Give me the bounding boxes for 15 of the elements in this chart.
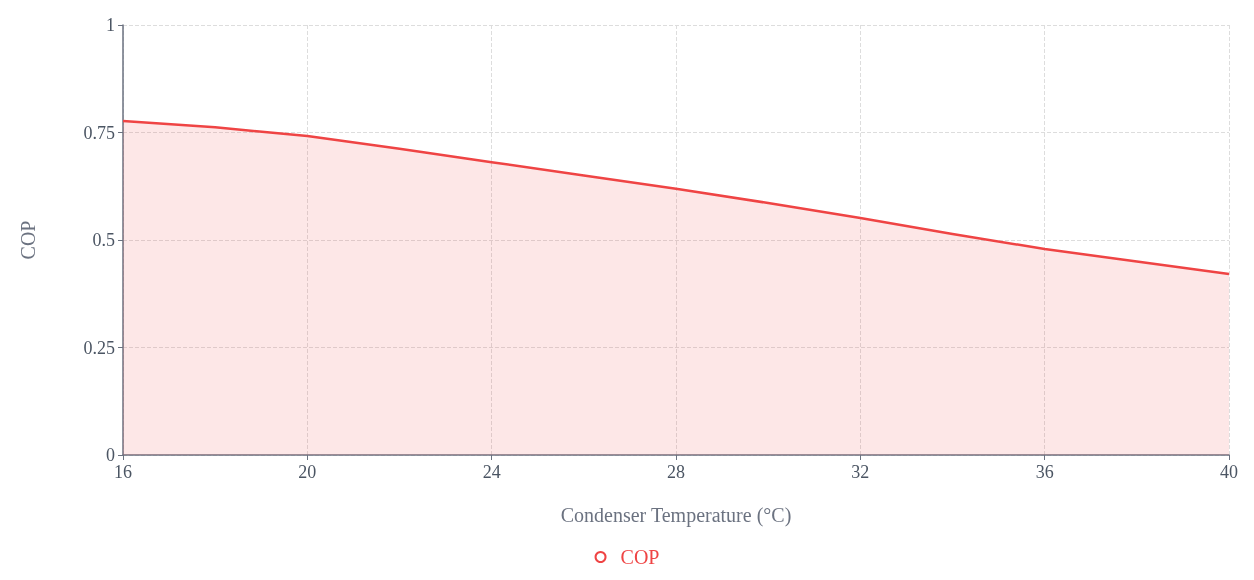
x-tick-label: 28 [667,462,685,482]
x-tick-label: 40 [1220,462,1238,482]
x-tick-label: 32 [851,462,870,482]
y-tick-label: 0.5 [92,230,115,250]
x-tick-label: 24 [482,462,501,482]
y-tick-label: 0.25 [83,337,115,358]
y-tick-label: 0.75 [83,122,115,143]
legend-label: COP [620,546,660,568]
y-tick-label: 1 [106,15,115,35]
x-tick-label: 36 [1035,462,1054,482]
x-tick-label: 20 [298,462,317,482]
y-axis-title: COP [17,220,39,260]
x-tick-label: 16 [114,462,132,482]
y-tick-label: 0 [106,445,115,465]
x-axis-title: Condenser Temperature (°C) [560,504,792,527]
